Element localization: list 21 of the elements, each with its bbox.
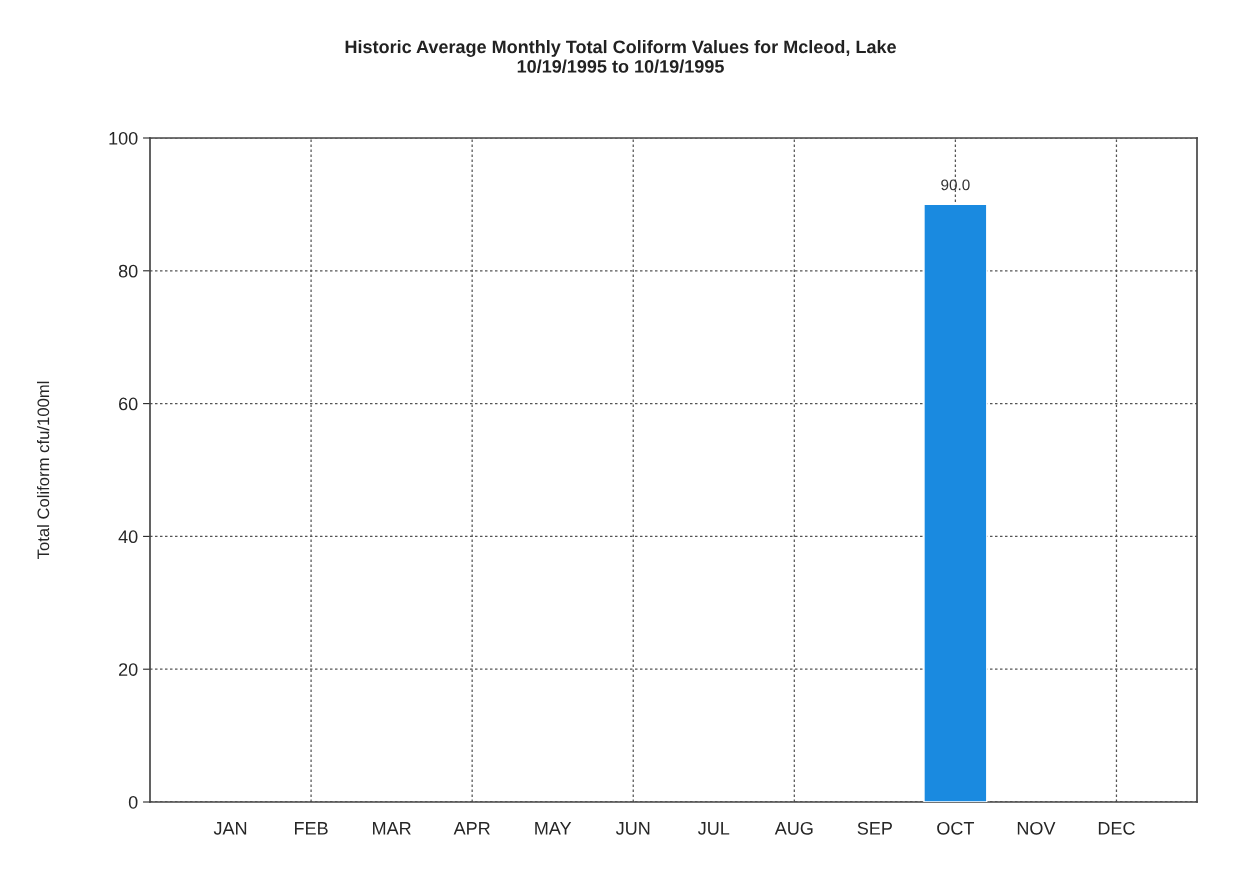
x-tick-label: OCT [937, 821, 975, 835]
y-tick-label: 80 [118, 264, 138, 278]
x-tick-label: JUL [698, 822, 730, 835]
data-label: 90.0 [941, 179, 970, 191]
y-tick-label: 20 [119, 663, 138, 676]
x-tick-label: MAY [535, 822, 572, 835]
x-tick-label: AUG [774, 821, 813, 835]
x-tick-label: JUN [615, 822, 650, 835]
x-tick-label: MAR [373, 822, 411, 835]
x-tick-label: APR [453, 822, 490, 835]
x-tick-label: DEC [1098, 821, 1135, 835]
x-tick-label: FEB [295, 822, 328, 835]
y-tick-label: 60 [119, 397, 138, 411]
y-tick-label: 100 [109, 131, 138, 145]
y-tick-label: 0 [128, 795, 138, 809]
x-tick-label: JAN [213, 822, 247, 835]
x-tick-label: SEP [857, 821, 892, 835]
y-axis-title: Total Coliform cfu/100ml [36, 381, 50, 559]
chart-title: Historic Average Monthly Total Coliform Values for Mcleod, Lake 10/19/1995 to 10/19/1995 [345, 40, 896, 73]
y-tick-label: 40 [118, 530, 138, 544]
x-tick-label: NOV [1017, 821, 1056, 835]
